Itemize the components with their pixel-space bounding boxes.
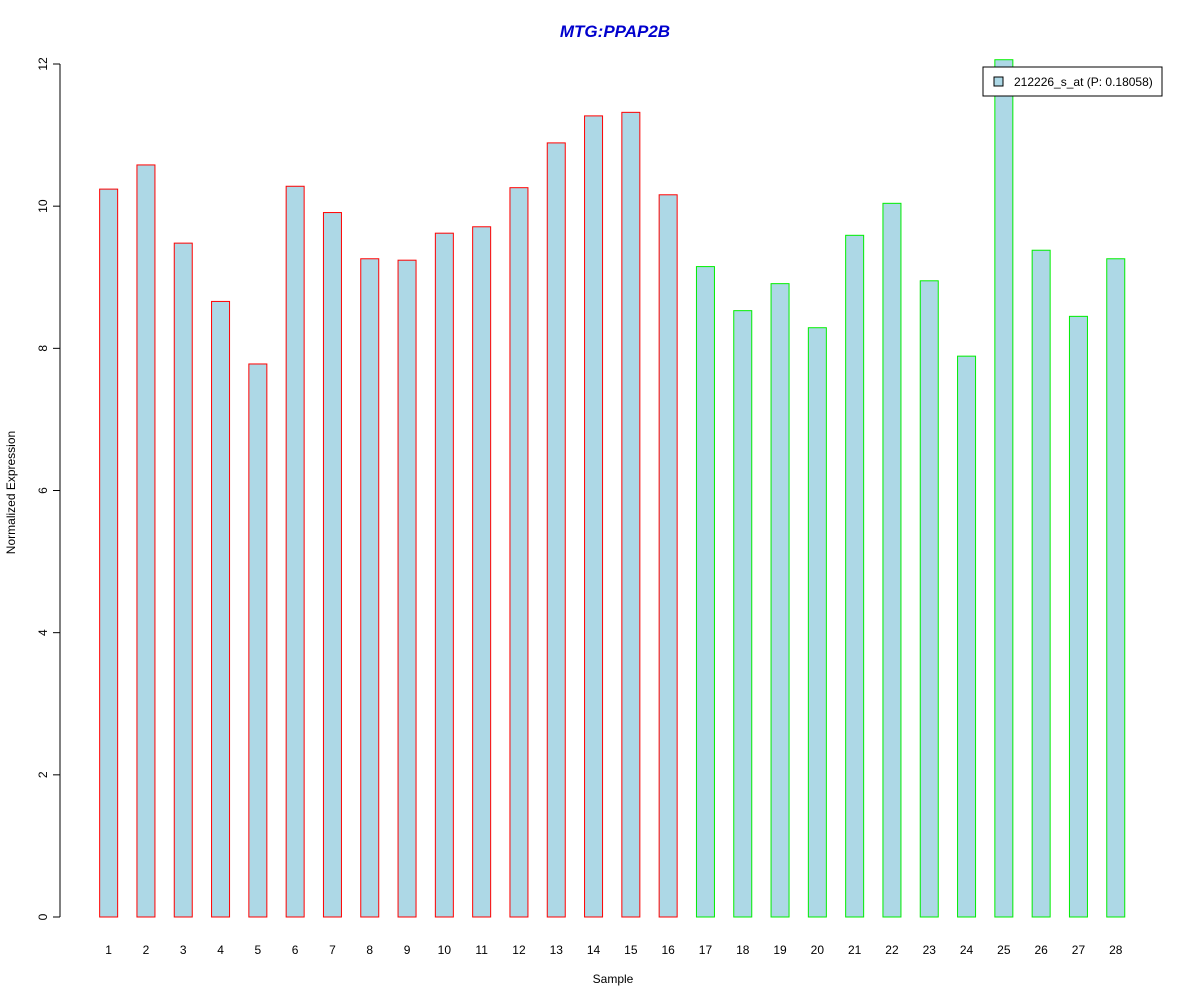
x-tick-label: 25 (997, 943, 1011, 957)
chart-title: MTG:PPAP2B (560, 22, 670, 41)
bar-sample-23 (919, 280, 939, 918)
bar-sample-13 (546, 142, 566, 918)
x-tick-label: 2 (143, 943, 150, 957)
y-axis-title: Normalized Expression (4, 431, 18, 554)
x-tick-label: 24 (960, 943, 974, 957)
bar-sample-6 (285, 185, 305, 918)
bar-sample-17 (695, 266, 715, 918)
x-tick-label: 10 (438, 943, 452, 957)
bar-sample-26 (1031, 249, 1051, 918)
x-tick-label: 27 (1072, 943, 1086, 957)
x-tick-label: 8 (366, 943, 373, 957)
x-tick-label: 17 (699, 943, 713, 957)
bar-sample-9 (397, 259, 417, 918)
y-tick-label: 6 (36, 487, 50, 494)
bar-sample-7 (322, 212, 342, 918)
legend-swatch (993, 76, 1004, 87)
bar-sample-8 (360, 258, 380, 918)
x-tick-label: 26 (1034, 943, 1048, 957)
y-axis: 0 2 4 6 8 10 12 (36, 57, 61, 920)
bar-sample-18 (733, 310, 753, 918)
x-tick-label: 12 (512, 943, 526, 957)
x-tick-label: 11 (475, 943, 488, 957)
y-tick-label: 0 (36, 913, 50, 920)
bar-sample-2 (136, 164, 156, 918)
x-tick-label: 9 (404, 943, 411, 957)
bar-sample-14 (584, 115, 604, 918)
bar-sample-1 (99, 188, 119, 918)
x-tick-label: 5 (255, 943, 262, 957)
bar-sample-21 (845, 234, 865, 918)
x-tick-labels: 1 2 3 4 5 6 7 8 9 10 11 12 13 14 15 16 17 18 19 20 21 22 23 24 2… (105, 943, 1122, 957)
x-tick-label: 15 (624, 943, 638, 957)
bar-sample-28 (1106, 258, 1126, 918)
x-axis-title: Sample (593, 972, 634, 986)
bar-sample-12 (509, 187, 529, 918)
x-tick-label: 6 (292, 943, 299, 957)
x-tick-label: 14 (587, 943, 601, 957)
bar-sample-4 (211, 300, 231, 918)
x-tick-label: 18 (736, 943, 750, 957)
x-tick-label: 3 (180, 943, 187, 957)
bar-sample-22 (882, 202, 902, 918)
bar-sample-24 (957, 355, 977, 918)
x-tick-label: 20 (811, 943, 825, 957)
x-tick-label: 21 (848, 943, 862, 957)
x-tick-label: 4 (217, 943, 224, 957)
x-tick-label: 1 (105, 943, 112, 957)
x-tick-label: 22 (885, 943, 899, 957)
bar-sample-20 (807, 327, 827, 918)
bar-series (99, 59, 1126, 918)
bar-sample-16 (658, 194, 678, 918)
x-tick-label: 23 (923, 943, 937, 957)
bar-sample-3 (173, 242, 193, 918)
bar-sample-10 (434, 232, 454, 918)
y-tick-label: 8 (36, 345, 50, 352)
x-tick-label: 13 (550, 943, 564, 957)
y-tick-label: 4 (36, 629, 50, 636)
bar-sample-15 (621, 111, 641, 918)
x-tick-label: 28 (1109, 943, 1123, 957)
y-tick-label: 10 (36, 199, 50, 213)
bar-sample-25 (994, 59, 1014, 918)
legend: 212226_s_at (P: 0.18058) (982, 66, 1163, 97)
x-tick-label: 16 (661, 943, 675, 957)
bar-sample-19 (770, 283, 790, 918)
y-tick-label: 12 (36, 57, 50, 71)
x-tick-label: 19 (773, 943, 787, 957)
bar-sample-11 (472, 226, 492, 918)
legend-box (982, 66, 1163, 97)
bar-sample-27 (1068, 315, 1088, 918)
legend-label: 212226_s_at (P: 0.18058) (1014, 75, 1153, 89)
y-tick-label: 2 (36, 771, 50, 778)
bar-sample-5 (248, 363, 268, 918)
x-tick-label: 7 (329, 943, 336, 957)
